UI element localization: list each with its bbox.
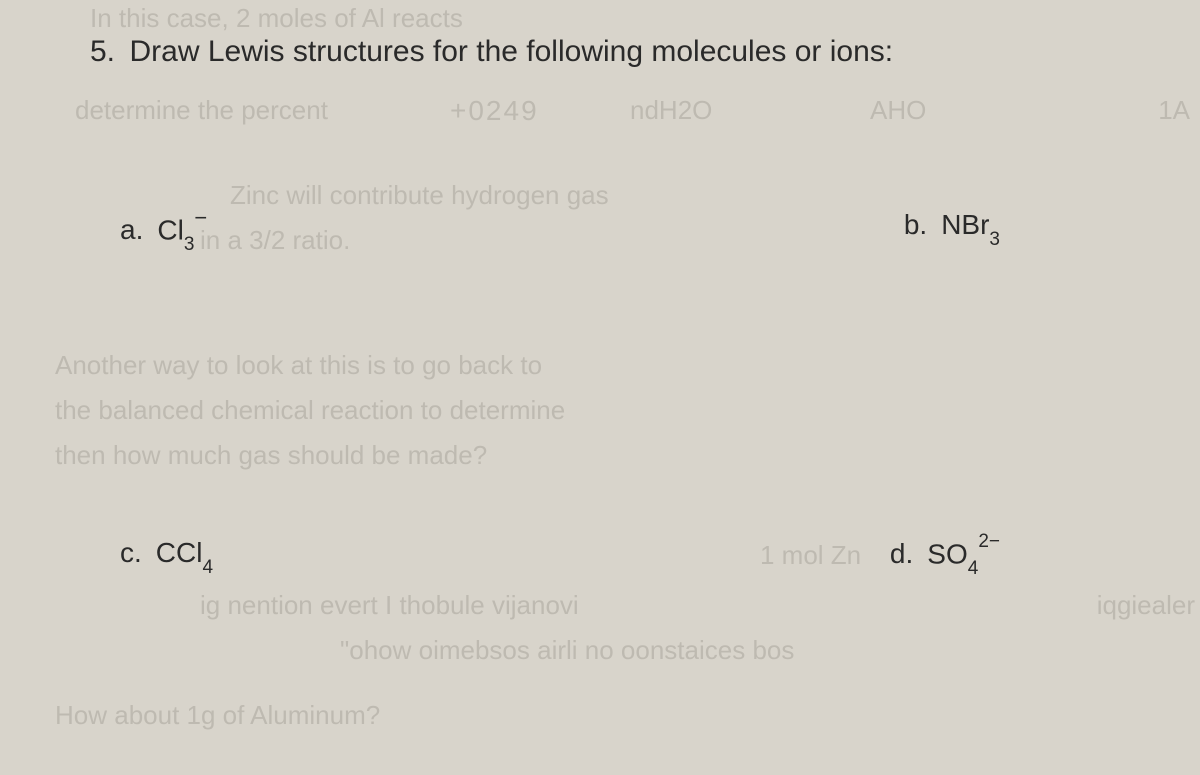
formula-superscript: − xyxy=(194,205,207,230)
option-a-label: a. xyxy=(120,214,143,246)
ghost-text: determine the percent xyxy=(75,95,328,126)
question-text: Draw Lewis structures for the following … xyxy=(129,35,893,68)
options-row-2: c. CCl4 d. SO42− xyxy=(90,537,1140,576)
ghost-text: iqgiealer xyxy=(1097,590,1195,621)
ghost-text: 1A xyxy=(1158,95,1190,126)
ghost-text: "ohow oimebsos airli no oonstaices bos xyxy=(340,635,794,666)
ghost-text: ig nention evert I thobule vijanovi xyxy=(200,590,579,621)
worksheet-page: In this case, 2 moles of Al reacts deter… xyxy=(0,0,1200,775)
question-row: 5. Draw Lewis structures for the followi… xyxy=(90,35,1140,69)
option-d-label: d. xyxy=(890,538,913,570)
formula-base: SO xyxy=(927,538,967,569)
formula-base: Cl xyxy=(157,214,183,245)
formula-subscript: 4 xyxy=(968,558,979,579)
option-d: d. SO42− xyxy=(890,537,1000,576)
formula-base: NBr xyxy=(941,209,989,240)
ghost-text: then how much gas should be made? xyxy=(55,440,487,471)
formula-subscript: 3 xyxy=(184,234,195,255)
ghost-text: ndH2O xyxy=(630,95,712,126)
formula-subscript: 4 xyxy=(202,557,213,578)
question-number: 5. xyxy=(90,35,115,68)
option-b-formula: NBr3 xyxy=(941,209,1000,247)
ghost-text: the balanced chemical reaction to determ… xyxy=(55,395,565,426)
option-c-formula: CCl4 xyxy=(156,537,213,575)
ghost-text: +0249 xyxy=(450,95,539,127)
formula-subscript: 3 xyxy=(989,229,1000,250)
ghost-text: How about 1g of Aluminum? xyxy=(55,700,380,731)
option-a-formula: Cl3− xyxy=(157,209,207,252)
options-row-1: a. Cl3− b. NBr3 xyxy=(90,209,1140,252)
ghost-text: Another way to look at this is to go bac… xyxy=(55,350,542,381)
option-a: a. Cl3− xyxy=(120,209,207,252)
option-b-label: b. xyxy=(904,209,927,241)
ghost-text: AHO xyxy=(870,95,926,126)
ghost-text: In this case, 2 moles of Al reacts xyxy=(90,3,463,34)
formula-base: CCl xyxy=(156,537,203,568)
option-c-label: c. xyxy=(120,537,142,569)
option-d-formula: SO42− xyxy=(927,537,1000,576)
ghost-text: Zinc will contribute hydrogen gas xyxy=(230,180,609,211)
option-b: b. NBr3 xyxy=(904,209,1000,252)
formula-superscript: 2− xyxy=(978,531,1000,552)
option-c: c. CCl4 xyxy=(120,537,213,576)
